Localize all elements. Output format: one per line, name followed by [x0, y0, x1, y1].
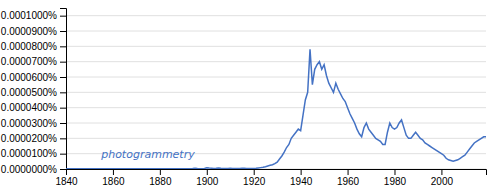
y-tick: 0.0000200% — [1, 133, 66, 144]
y-tick: 0.0000100% — [1, 148, 66, 159]
grid-line — [66, 138, 486, 139]
grid-line — [66, 15, 486, 16]
y-tick-label: 0.0000600% — [1, 72, 57, 83]
y-tick-label: 0.0000700% — [1, 56, 57, 67]
x-tick: 1980 — [384, 169, 407, 187]
y-tick-mark — [60, 169, 66, 170]
y-tick-mark — [60, 46, 66, 47]
line — [66, 49, 486, 168]
y-tick-label: 0.0000300% — [1, 118, 57, 129]
y-tick: 0.0000600% — [1, 72, 66, 83]
x-tick-label: 1920 — [243, 176, 266, 187]
y-tick-label: 0.0001000% — [1, 10, 57, 21]
grid-line — [66, 92, 486, 93]
marks — [66, 49, 486, 168]
grid-line — [66, 123, 486, 124]
y-tick-mark — [60, 92, 66, 93]
y-tick: 0.0000300% — [1, 118, 66, 129]
y-tick: 0.0000800% — [1, 41, 66, 52]
x-tick: 1840 — [55, 169, 78, 187]
x-tick: 1880 — [149, 169, 172, 187]
x-tick-mark — [394, 169, 395, 175]
x-tick: 1960 — [337, 169, 360, 187]
x-axis: 1840 1860 1880 1900 1920 1940 1960 1980 2000 — [55, 169, 486, 187]
grid-line — [66, 46, 486, 47]
x-tick: 1920 — [243, 169, 266, 187]
y-tick-mark — [60, 123, 66, 124]
x-tick-mark — [113, 169, 114, 175]
x-tick-label: 1960 — [337, 176, 360, 187]
grid — [66, 16, 486, 169]
grid-line — [66, 77, 486, 78]
y-tick-mark — [60, 108, 66, 109]
x-tick: 1900 — [196, 169, 219, 187]
y-tick-label: 0.0000500% — [1, 87, 57, 98]
x-tick-mark — [441, 169, 442, 175]
y-tick-label: 0.0000400% — [1, 102, 57, 113]
y-tick-label: 0.0000100% — [1, 148, 57, 159]
y-tick: 0.0000500% — [1, 87, 66, 98]
y-tick: 0.0000700% — [1, 56, 66, 67]
y-tick-mark — [60, 154, 66, 155]
grid-line — [66, 107, 486, 108]
y-tick: 0.0000400% — [1, 102, 66, 113]
y-tick: 0.0001000% — [1, 10, 66, 21]
x-tick-mark — [348, 169, 349, 175]
x-tick-label: 1840 — [55, 176, 78, 187]
y-tick-mark — [60, 31, 66, 32]
y-tick-label: 0.0000800% — [1, 41, 57, 52]
annotations: photogrammetry — [100, 148, 195, 161]
x-tick-mark — [207, 169, 208, 175]
x-tick: 2000 — [431, 169, 454, 187]
annotation: photogrammetry — [100, 148, 195, 161]
x-tick-label: 1880 — [149, 176, 172, 187]
grid-line — [66, 31, 486, 32]
y-axis-line — [60, 9, 67, 170]
x-tick-label: 1900 — [196, 176, 219, 187]
chart: 1840 1860 1880 1900 1920 1940 1960 1980 2000 0.00… — [0, 0, 500, 191]
y-axis: 0.0000000% 0.0000100% 0.0000200% 0.0000300%… — [1, 9, 67, 175]
x-tick-mark — [160, 169, 161, 175]
y-tick-mark — [60, 77, 66, 78]
grid-line — [66, 61, 486, 62]
y-tick-label: 0.0000000% — [1, 164, 57, 175]
y-tick-label: 0.0000200% — [1, 133, 57, 144]
y-tick-mark — [60, 138, 66, 139]
y-tick-mark — [60, 62, 66, 63]
x-axis-line — [67, 170, 487, 176]
x-tick: 1940 — [290, 169, 313, 187]
y-tick: 0.0000900% — [1, 26, 66, 37]
x-tick-label: 1940 — [290, 176, 313, 187]
x-tick-mark — [254, 169, 255, 175]
plot-area: 1840 1860 1880 1900 1920 1940 1960 1980 2000 0.00… — [1, 9, 487, 188]
y-tick: 0.0000000% — [1, 164, 66, 175]
x-tick: 1860 — [102, 169, 125, 187]
x-tick-mark — [301, 169, 302, 175]
y-tick-mark — [60, 16, 66, 17]
x-tick-label: 1980 — [384, 176, 407, 187]
x-tick-label: 2000 — [431, 176, 454, 187]
y-tick-label: 0.0000900% — [1, 26, 57, 37]
x-tick-label: 1860 — [102, 176, 125, 187]
